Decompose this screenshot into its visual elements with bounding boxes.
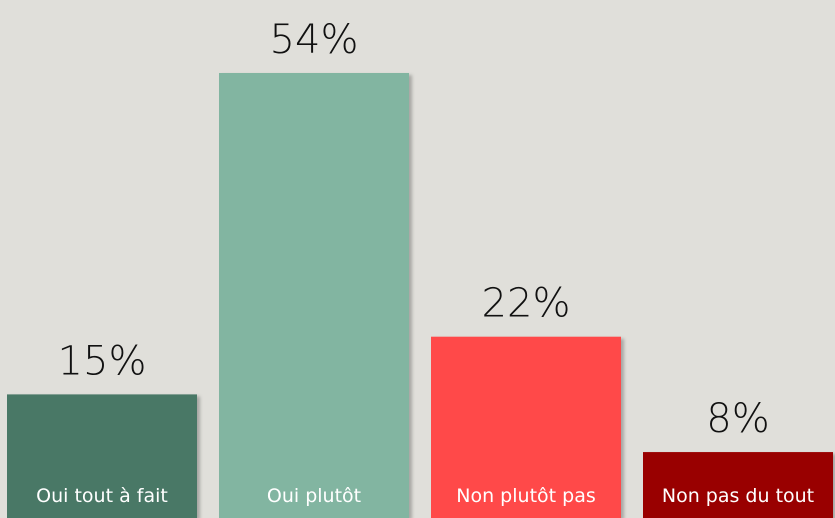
value-label: 15% <box>58 338 147 384</box>
bar <box>219 73 409 518</box>
category-label: Non pas du tout <box>662 485 814 507</box>
category-label: Non plutôt pas <box>456 485 595 507</box>
bar <box>431 336 621 518</box>
value-label: 8% <box>706 396 769 442</box>
bar <box>643 452 833 518</box>
value-label: 54% <box>270 17 359 63</box>
category-label: Oui tout à fait <box>36 485 168 507</box>
value-label: 22% <box>482 281 571 327</box>
category-label: Oui plutôt <box>267 485 361 507</box>
bar <box>7 394 197 518</box>
